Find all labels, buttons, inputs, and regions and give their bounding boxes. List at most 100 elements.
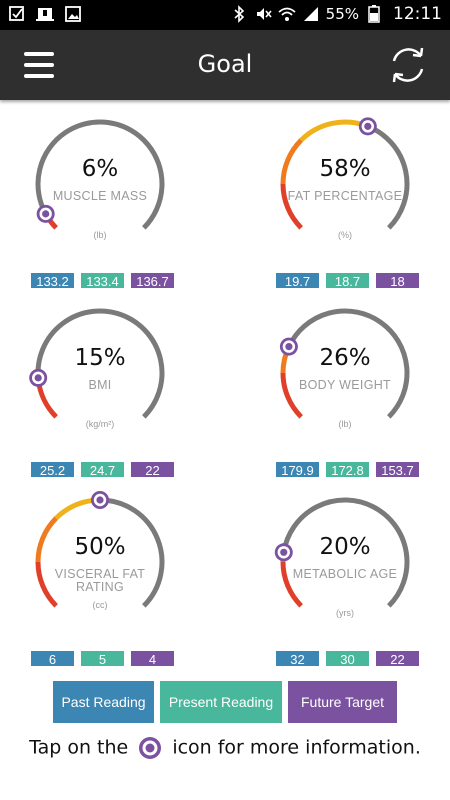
target-marker-icon[interactable] [29,368,48,387]
past-value: 32 [275,650,320,667]
battery-icon [368,5,380,23]
reading-values: 6 5 4 [0,650,200,668]
present-value: 172.8 [325,461,370,478]
gauge-chart [35,119,165,230]
gauge-bmi: 15% BMI (kg/m²) 25.2 24.7 22 [0,301,200,478]
future-value: 22 [130,461,175,478]
battery-percent: 55% [325,5,359,23]
future-value: 153.7 [375,461,420,478]
marker-dot [364,122,372,130]
gauge-track [286,308,410,419]
gauge-fat-percentage: 58% FAT PERCENTAGE (%) 19.7 18.7 18 [245,112,445,289]
page-title: Goal [197,50,253,78]
signal-icon [303,7,318,21]
gauge-progress-arc [35,561,58,608]
gauge-chart [280,117,410,230]
gauge-unit: (yrs) [336,608,354,618]
target-marker-icon[interactable] [36,204,55,223]
marker-dot [285,343,293,351]
gauge-body-weight: 26% BODY WEIGHT (lb) 179.9 172.8 153.7 [245,301,445,478]
app-header: Goal [0,30,450,100]
gauge-progress-arc [299,119,369,142]
marker-dot [280,548,288,556]
gauge-unit: (lb) [338,419,352,429]
image-icon [65,6,81,22]
target-marker-icon[interactable] [274,543,293,562]
reading-values: 133.2 133.4 136.7 [0,272,200,290]
gauge-metabolic-age: 20% METABOLIC AGE (yrs) 32 30 22 [245,490,445,667]
refresh-icon[interactable] [386,43,430,87]
clock: 12:11 [393,4,442,24]
gauge-label: VISCERAL FAT RATING [54,567,146,594]
gauge-track [281,497,410,608]
future-value: 4 [130,650,175,667]
gauge-progress-arc [280,372,303,419]
present-value: 24.7 [80,461,125,478]
gauge-percent: 50% [74,534,126,560]
reading-values: 19.7 18.7 18 [245,272,445,290]
target-marker-icon[interactable] [279,337,298,356]
present-value: 5 [80,650,125,667]
present-reading-button[interactable]: Present Reading [160,681,282,723]
target-marker-icon [139,737,162,759]
gauge-label: BODY WEIGHT [299,378,391,392]
target-marker-icon[interactable] [358,117,377,136]
reading-values: 32 30 22 [245,650,445,668]
reading-values: 179.9 172.8 153.7 [245,461,445,479]
gauge-percent: 20% [319,534,371,560]
status-bar: 55% 12:11 [0,0,450,30]
past-value: 19.7 [275,272,320,289]
gauge-percent: 6% [81,156,119,182]
gauge-chart [35,491,165,608]
gauge-chart [274,497,410,608]
past-value: 179.9 [275,461,320,478]
gauge-unit: (lb) [93,230,107,240]
gauge-progress-arc [280,561,303,608]
gauge-label: FAT PERCENTAGE [287,189,403,203]
past-value: 6 [30,650,75,667]
gauge-chart [29,308,165,419]
mute-icon [256,8,272,20]
future-value: 136.7 [130,272,175,289]
gauge-visceral-fat-rating: 50% VISCERAL FAT RATING (cc) 6 5 4 [0,490,200,667]
gauge-percent: 15% [74,345,126,371]
past-value: 133.2 [30,272,75,289]
gauge-track [366,124,410,230]
info-tip: Tap on the icon for more information. [0,736,450,760]
gauge-track [35,119,165,230]
gauge-label: BMI [88,378,112,392]
gauge-label: METABOLIC AGE [292,567,398,581]
bluetooth-icon [234,5,244,23]
download-tray-icon [36,8,54,21]
gauge-percent: 26% [319,345,371,371]
gauge-chart [279,308,410,419]
gauge-label: MUSCLE MASS [52,189,148,203]
gauge-muscle-mass: 6% MUSCLE MASS (lb) 133.2 133.4 136.7 [0,112,200,289]
wifi-icon [278,7,296,21]
gauge-track [35,308,165,419]
gauge-unit: (cc) [92,600,108,610]
gauge-progress-arc [35,516,58,563]
gauge-progress-arc [280,138,303,185]
gauge-unit: (kg/m²) [85,419,115,429]
past-value: 25.2 [30,461,75,478]
tip-text-after: icon for more information. [172,736,421,759]
gauge-track [99,497,165,608]
marker-dot [42,210,50,218]
present-value: 30 [325,650,370,667]
gauge-percent: 58% [319,156,371,182]
marker-dot [96,496,104,504]
future-value: 18 [375,272,420,289]
tip-text-before: Tap on the [29,736,129,759]
present-value: 133.4 [80,272,125,289]
target-marker-icon[interactable] [91,491,109,509]
past-reading-button[interactable]: Past Reading [53,681,154,723]
reading-values: 25.2 24.7 22 [0,461,200,479]
hamburger-menu-icon[interactable] [24,52,54,78]
future-target-button[interactable]: Future Target [288,681,397,723]
marker-dot [34,374,42,382]
task-check-icon [9,6,24,21]
future-value: 22 [375,650,420,667]
gauge-progress-arc [280,183,303,230]
present-value: 18.7 [325,272,370,289]
